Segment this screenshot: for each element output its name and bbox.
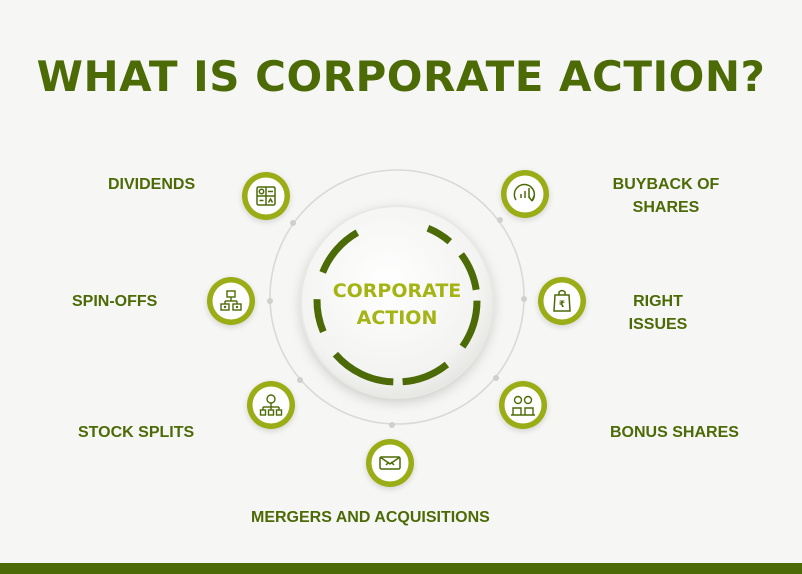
label-right-issues-line1: RIGHT xyxy=(618,290,698,313)
label-buyback-line1: BUYBACK OF xyxy=(604,173,728,196)
buyback-badge[interactable] xyxy=(501,170,549,218)
label-spin-offs: SPIN-OFFS xyxy=(72,290,157,313)
label-mergers: MERGERS AND ACQUISITIONS xyxy=(251,506,490,529)
label-dividends: DIVIDENDS xyxy=(108,173,195,196)
bonus-shares-badge[interactable] xyxy=(499,381,547,429)
label-right-issues: RIGHT ISSUES xyxy=(618,290,698,336)
bottom-bar xyxy=(0,563,802,574)
label-right-issues-line2: ISSUES xyxy=(618,313,698,336)
label-stock-splits: STOCK SPLITS xyxy=(78,421,194,444)
svg-text:₹: ₹ xyxy=(559,300,565,310)
spin-offs-badge[interactable] xyxy=(207,277,255,325)
stock-splits-badge[interactable] xyxy=(247,381,295,429)
center-label-line2: ACTION xyxy=(357,307,438,329)
right-issues-badge[interactable]: ₹ xyxy=(538,277,586,325)
center-label-line1: CORPORATE xyxy=(333,280,462,302)
mergers-badge[interactable] xyxy=(366,439,414,487)
label-bonus-shares: BONUS SHARES xyxy=(610,421,739,444)
dividends-badge[interactable] xyxy=(242,172,290,220)
label-buyback-line2: SHARES xyxy=(604,196,728,219)
label-buyback: BUYBACK OF SHARES xyxy=(604,173,728,219)
